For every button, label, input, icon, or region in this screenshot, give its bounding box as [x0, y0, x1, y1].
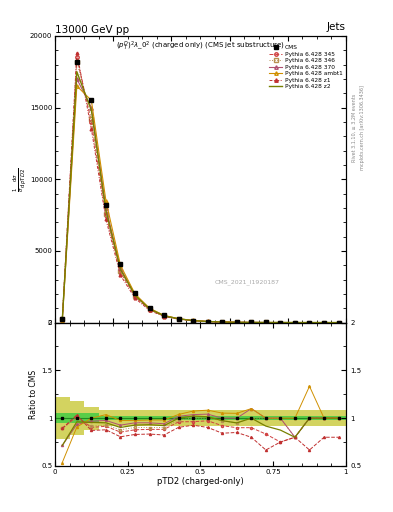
Text: CMS_2021_I1920187: CMS_2021_I1920187	[215, 280, 280, 285]
Text: Jets: Jets	[327, 22, 346, 32]
Text: 13000 GeV pp: 13000 GeV pp	[55, 25, 129, 35]
X-axis label: pTD2 (charged-only): pTD2 (charged-only)	[157, 478, 244, 486]
Y-axis label: $\frac{1}{\sigma}\frac{\mathrm{d}\sigma}{\mathrm{d}\,pTD2}$: $\frac{1}{\sigma}\frac{\mathrm{d}\sigma}…	[11, 167, 28, 191]
Y-axis label: Ratio to CMS: Ratio to CMS	[29, 370, 39, 419]
Legend: CMS, Pythia 6.428 345, Pythia 6.428 346, Pythia 6.428 370, Pythia 6.428 ambt1, P: CMS, Pythia 6.428 345, Pythia 6.428 346,…	[267, 42, 345, 92]
Text: mcplots.cern.ch [arXiv:1306.3436]: mcplots.cern.ch [arXiv:1306.3436]	[360, 86, 365, 170]
Text: $(p_T^D)^2\lambda\_0^2$ (charged only) (CMS jet substructure): $(p_T^D)^2\lambda\_0^2$ (charged only) (…	[116, 40, 285, 53]
Text: Rivet 3.1.10, ≥ 3.2M events: Rivet 3.1.10, ≥ 3.2M events	[352, 94, 357, 162]
